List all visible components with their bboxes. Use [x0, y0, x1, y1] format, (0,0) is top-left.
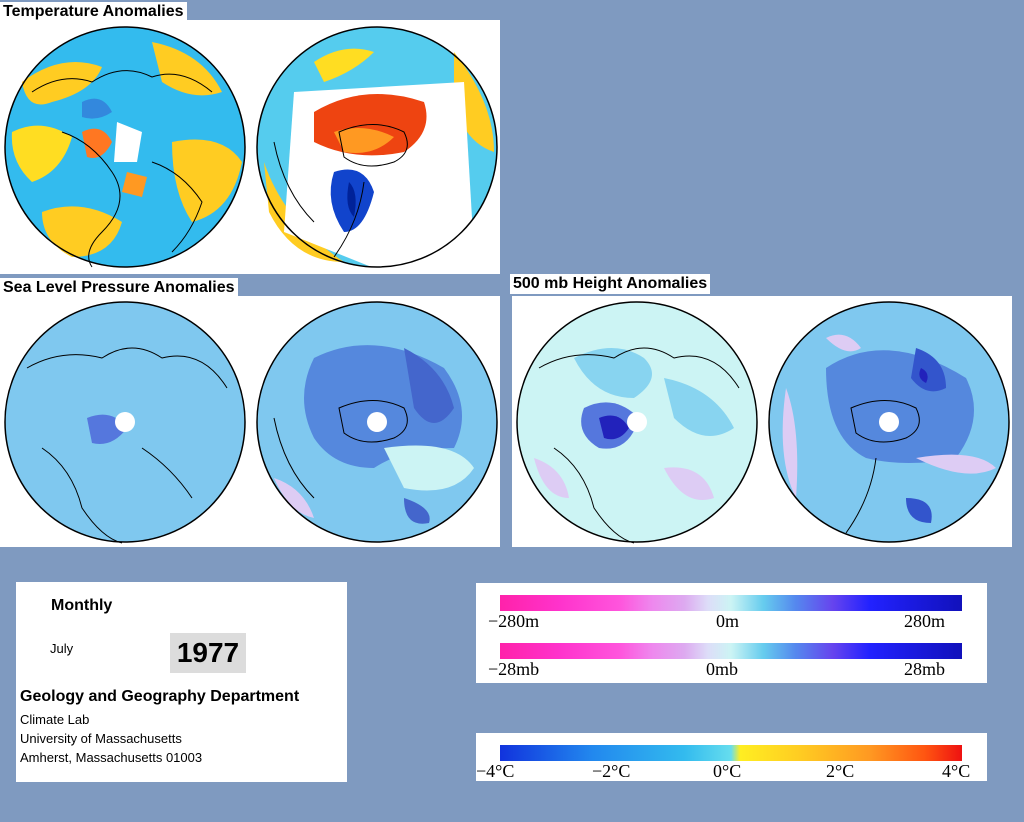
pressure-tick-max: 28mb [904, 659, 946, 679]
temperature-tick-2: −2°C [592, 761, 631, 781]
height-title: 500 mb Height Anomalies [510, 274, 711, 294]
height-colorbar [500, 595, 962, 611]
year-label: 1977 [170, 633, 246, 673]
slp-title: Sea Level Pressure Anomalies [0, 278, 238, 298]
department-label: Geology and Geography Department [20, 688, 300, 705]
temperature-title: Temperature Anomalies [0, 2, 187, 22]
temperature-tick-3: 0°C [713, 761, 742, 781]
info-box: Monthly July 1977 Geology and Geography … [16, 582, 347, 782]
slp-globe-north [4, 301, 246, 544]
lab-label: Climate Lab [20, 712, 90, 727]
height-tick-min: −280m [488, 611, 540, 631]
period-label: Monthly [51, 597, 113, 614]
height-globe-north [516, 301, 758, 544]
height-tick-mid: 0m [716, 611, 740, 631]
pressure-tick-mid: 0mb [706, 659, 739, 679]
university-label: University of Massachusetts [20, 731, 182, 746]
height-globe-south [768, 301, 1010, 543]
pressure-colorbar [500, 643, 962, 659]
temperature-tick-1: −4°C [476, 761, 515, 781]
temperature-tick-4: 2°C [826, 761, 855, 781]
month-label: July [50, 641, 74, 656]
temperature-tick-5: 4°C [942, 761, 971, 781]
temperature-legend: −4°C −2°C 0°C 2°C 4°C [476, 733, 987, 781]
height-tick-max: 280m [904, 611, 946, 631]
temperature-globe-south [256, 26, 498, 272]
pressure-tick-min: −28mb [488, 659, 540, 679]
slp-globe-south [256, 301, 498, 543]
temperature-colorbar [500, 745, 962, 761]
address-label: Amherst, Massachusetts 01003 [20, 750, 203, 765]
anomaly-legend: −280m 0m 280m −28mb 0mb 28mb [476, 583, 987, 683]
temperature-globe-north [4, 26, 246, 268]
